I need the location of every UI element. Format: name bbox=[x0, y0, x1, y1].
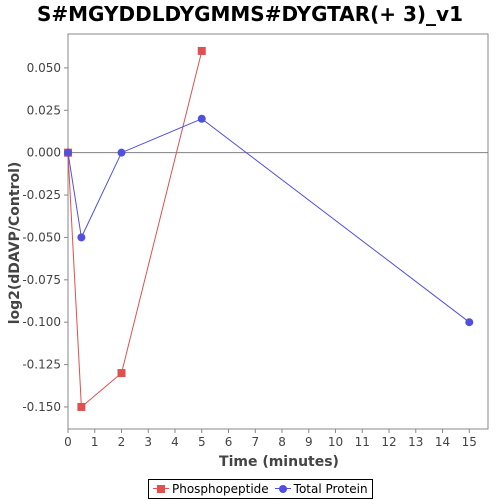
y-tick-label: -0.075 bbox=[22, 273, 61, 287]
x-tick-label: 13 bbox=[408, 435, 423, 449]
circle-marker-icon bbox=[274, 484, 291, 494]
plot-frame bbox=[67, 33, 489, 430]
x-tick-label: 0 bbox=[64, 435, 72, 449]
x-tick-label: 4 bbox=[171, 435, 179, 449]
y-tick-label: -0.150 bbox=[22, 400, 61, 414]
y-axis-label: log2(dDAVP/Control) bbox=[7, 162, 23, 325]
series-layer bbox=[64, 46, 474, 411]
square-marker-icon bbox=[153, 484, 169, 494]
y-tick-label: 0.025 bbox=[27, 103, 61, 117]
chart-title: S#MGYDDLDYGMMS#DYGTAR(+ 3)_v1 bbox=[36, 2, 463, 26]
x-tick-label: 14 bbox=[435, 435, 450, 449]
x-tick-label: 3 bbox=[144, 435, 152, 449]
plot-area bbox=[67, 33, 489, 430]
data-point bbox=[64, 148, 72, 157]
y-tick-label: 0.000 bbox=[27, 146, 61, 160]
x-tick-label: 1 bbox=[91, 435, 99, 449]
data-point bbox=[197, 46, 206, 55]
axes: 0.050 0.025 0.000 -0.025 -0.050 -0.075 -0.100 -… bbox=[22, 61, 477, 449]
data-point bbox=[465, 318, 474, 327]
data-point bbox=[77, 402, 86, 411]
x-tick-label: 11 bbox=[355, 435, 370, 449]
data-point bbox=[117, 148, 126, 157]
x-tick-label: 9 bbox=[305, 435, 313, 449]
legend-label-total-protein: Total Protein bbox=[293, 482, 368, 496]
x-axis-label: Time (minutes) bbox=[219, 454, 339, 470]
data-point bbox=[77, 233, 86, 242]
legend-item-total-protein: Total Protein bbox=[274, 482, 368, 496]
y-tick-label: -0.125 bbox=[22, 358, 61, 372]
data-point bbox=[197, 114, 206, 123]
y-tick-label: -0.050 bbox=[22, 230, 61, 244]
legend-label-phosphopeptide: Phosphopeptide bbox=[172, 482, 269, 496]
x-tick-label: 8 bbox=[278, 435, 286, 449]
x-tick-label: 15 bbox=[462, 435, 477, 449]
x-tick-label: 10 bbox=[328, 435, 343, 449]
x-tick-label: 2 bbox=[118, 435, 126, 449]
x-tick-label: 7 bbox=[251, 435, 259, 449]
y-tick-label: -0.100 bbox=[22, 315, 61, 329]
series-total-protein bbox=[64, 114, 474, 327]
legend-item-phosphopeptide: Phosphopeptide bbox=[153, 482, 269, 496]
series-line bbox=[67, 50, 203, 409]
x-tick-label: 12 bbox=[381, 435, 396, 449]
x-tick-label: 6 bbox=[225, 435, 233, 449]
y-tick-label: -0.025 bbox=[22, 188, 61, 202]
y-tick-label: 0.050 bbox=[27, 61, 61, 75]
x-tick-label: 5 bbox=[198, 435, 206, 449]
legend: Phosphopeptide Total Protein bbox=[148, 479, 373, 499]
data-point bbox=[117, 369, 126, 378]
